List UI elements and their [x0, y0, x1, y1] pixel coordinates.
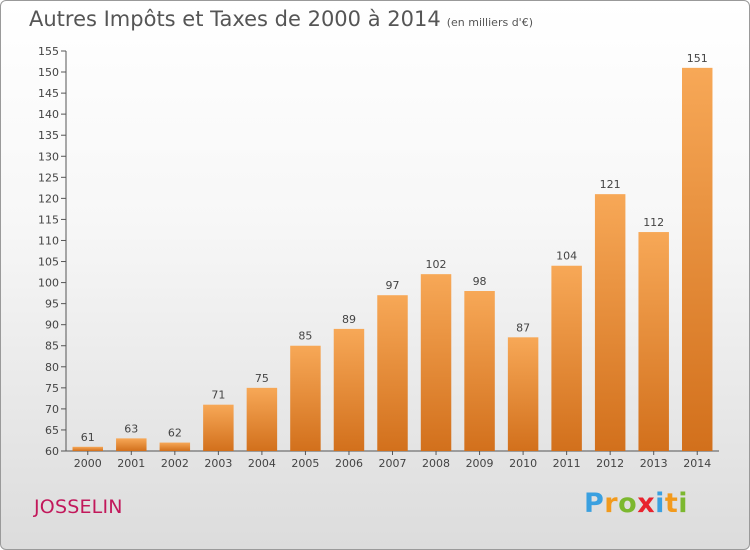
y-tick-label: 75: [45, 382, 59, 395]
bar-value-label: 85: [298, 330, 312, 343]
y-tick-label: 155: [38, 45, 59, 58]
bar-2010: [507, 337, 539, 451]
logo-letter: i: [655, 488, 665, 519]
bar-2001: [116, 438, 147, 451]
bar-2011: [551, 265, 582, 451]
bar-value-label: 71: [211, 389, 225, 402]
y-tick-label: 130: [38, 150, 59, 163]
bar-value-label: 98: [473, 275, 487, 288]
bar-2007: [377, 295, 408, 451]
chart-title: Autres Impôts et Taxes de 2000 à 2014 (en…: [29, 7, 533, 31]
x-tick-label: 2004: [248, 457, 276, 470]
y-tick-label: 80: [45, 361, 59, 374]
chart-unit: (en milliers d'€): [446, 16, 533, 29]
x-tick-label: 2013: [640, 457, 668, 470]
logo-letter: x: [637, 488, 656, 519]
bar-value-label: 121: [600, 178, 621, 191]
x-tick-label: 2012: [596, 457, 624, 470]
bar-value-label: 151: [687, 52, 708, 65]
y-tick-label: 65: [45, 424, 59, 437]
x-tick-label: 2003: [204, 457, 232, 470]
y-tick-label: 95: [45, 298, 59, 311]
bar-value-label: 75: [255, 372, 269, 385]
logo-letter: t: [664, 488, 679, 519]
bar-value-label: 87: [516, 321, 530, 334]
y-tick-label: 90: [45, 319, 59, 332]
x-tick-label: 2000: [74, 457, 102, 470]
logo-letter: i: [678, 488, 689, 519]
y-tick-label: 105: [38, 256, 59, 269]
bar-2000: [72, 446, 104, 451]
logo-letter: r: [604, 488, 619, 519]
y-tick-label: 125: [38, 171, 59, 184]
x-tick-label: 2008: [422, 457, 450, 470]
bar-2004: [246, 387, 278, 451]
bar-2014: [681, 67, 713, 451]
bar-value-label: 62: [168, 427, 182, 440]
bar-value-label: 89: [342, 313, 356, 326]
bar-2005: [290, 345, 321, 451]
logo-letter: o: [618, 488, 638, 519]
proxiti-logo: Proxiti: [584, 488, 688, 519]
bar-value-label: 61: [81, 431, 95, 444]
y-tick-label: 115: [38, 213, 59, 226]
y-tick-label: 110: [38, 234, 59, 247]
y-tick-label: 145: [38, 87, 59, 100]
y-tick-label: 120: [38, 192, 59, 205]
x-tick-label: 2001: [117, 457, 145, 470]
y-tick-label: 150: [38, 66, 59, 79]
bar-value-label: 63: [124, 422, 138, 435]
bar-2003: [203, 404, 234, 451]
x-tick-label: 2002: [161, 457, 189, 470]
x-tick-label: 2010: [509, 457, 537, 470]
x-tick-label: 2009: [466, 457, 494, 470]
bar-value-label: 102: [426, 258, 447, 271]
bar-2006: [333, 328, 365, 451]
y-tick-label: 70: [45, 403, 59, 416]
bar-2012: [594, 194, 626, 451]
y-tick-label: 60: [45, 445, 59, 458]
y-tick-label: 85: [45, 340, 59, 353]
y-tick-label: 135: [38, 129, 59, 142]
bar-value-label: 112: [643, 216, 664, 229]
x-tick-label: 2007: [379, 457, 407, 470]
bar-value-label: 97: [386, 279, 400, 292]
bar-2002: [159, 442, 191, 451]
bar-value-label: 104: [556, 250, 577, 263]
bar-2008: [420, 274, 452, 451]
x-tick-label: 2006: [335, 457, 363, 470]
logo-letter: P: [584, 488, 605, 519]
x-tick-label: 2011: [553, 457, 581, 470]
place-name: JOSSELIN: [34, 496, 123, 518]
y-tick-label: 100: [38, 277, 59, 290]
bar-2013: [638, 232, 669, 451]
x-tick-label: 2005: [291, 457, 319, 470]
chart-title-text: Autres Impôts et Taxes de 2000 à 2014: [29, 7, 441, 31]
y-tick-label: 140: [38, 108, 59, 121]
bar-2009: [464, 291, 495, 451]
x-tick-label: 2014: [683, 457, 711, 470]
